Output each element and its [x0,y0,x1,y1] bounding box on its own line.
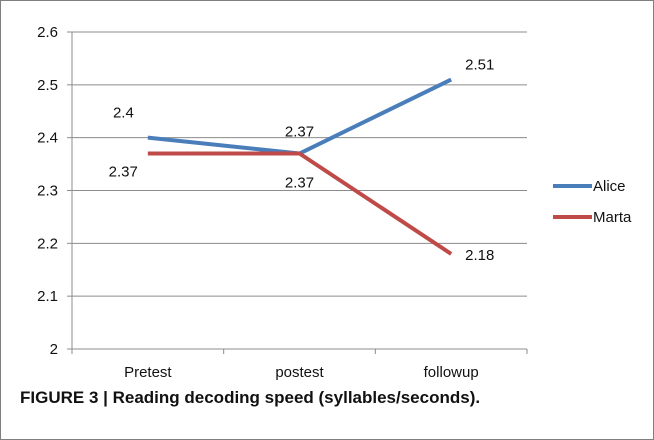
legend-label-marta: Marta [593,209,632,226]
y-tick-label: 2.2 [37,235,58,252]
y-tick-label: 2.5 [37,77,58,94]
y-tick-label: 2 [50,341,58,358]
y-tick-label: 2.3 [37,183,58,200]
line-chart: 2 2.1 2.2 2.3 2.4 2.5 2.6 Pretest postest followu… [0,0,654,380]
data-label: 2.37 [285,175,314,192]
data-label: 2.37 [285,124,314,141]
data-label: 2.51 [465,57,494,74]
data-label: 2.37 [109,164,138,181]
data-label: 2.18 [465,247,494,264]
x-tick-label: followup [424,364,479,380]
series-line-alice [148,80,451,154]
series-line-marta [148,154,451,254]
y-tick-label: 2.1 [37,288,58,305]
y-tick-label: 2.6 [37,24,58,41]
x-tick-label: Pretest [124,364,172,380]
x-tick-label: postest [275,364,324,380]
figure-caption: FIGURE 3 | Reading decoding speed (sylla… [20,388,480,408]
data-label: 2.4 [113,105,134,122]
y-tick-label: 2.4 [37,130,58,147]
legend-label-alice: Alice [593,178,626,195]
